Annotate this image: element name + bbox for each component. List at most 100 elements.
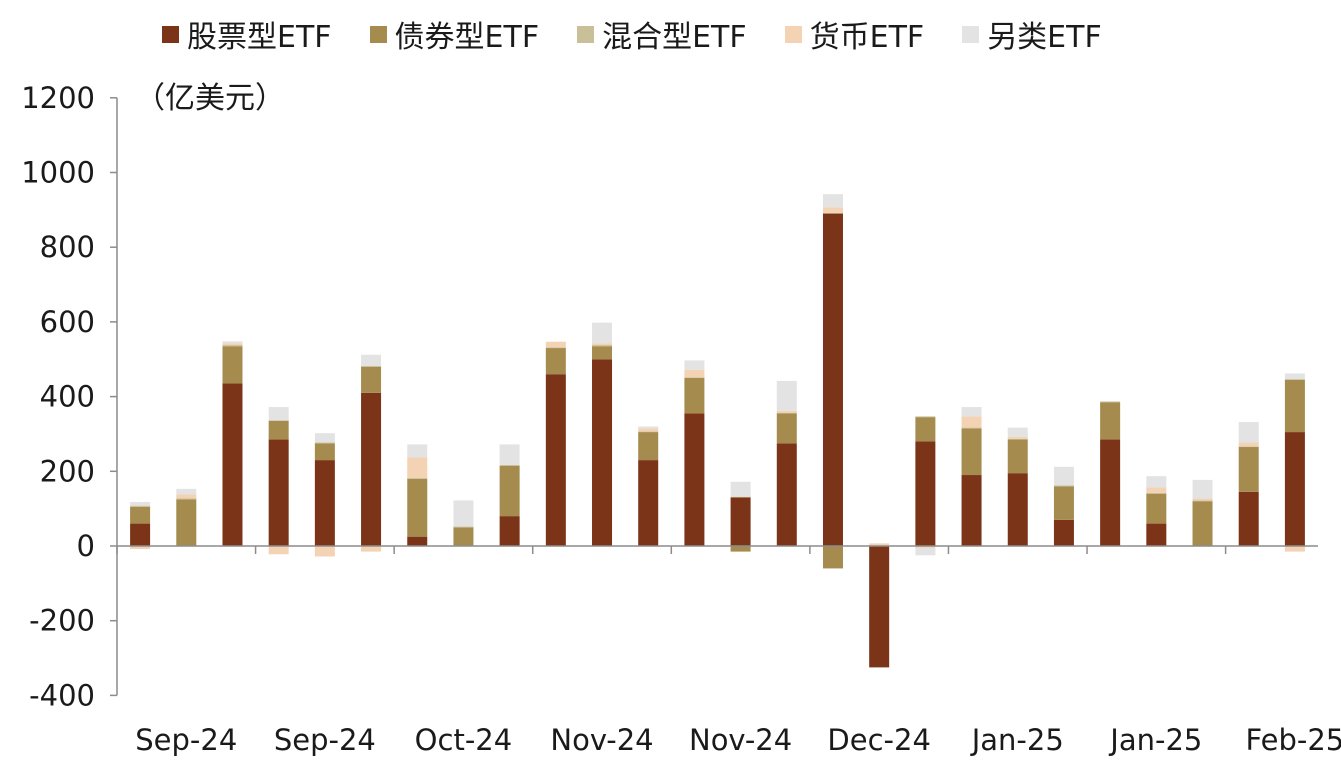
legend-label-mixed: 混合型ETF — [602, 20, 747, 55]
bar-segment-s0-p25 — [1284, 432, 1305, 546]
x-tick-label-5: Dec-24 — [827, 723, 930, 757]
y-tick-label-6: 800 — [40, 230, 95, 264]
bar-segment-s4-p12 — [684, 360, 705, 370]
bar-segment-s3-p17 — [915, 546, 936, 548]
bar-segment-s1-p23 — [1192, 501, 1213, 546]
bar-segment-s0-p19 — [1007, 473, 1028, 546]
bar-segment-s0-p6 — [407, 536, 428, 546]
x-tick-label-1: Sep-24 — [274, 723, 376, 757]
bar-segment-s1-p25 — [1284, 379, 1305, 433]
x-tick-label-4: Nov-24 — [689, 723, 792, 757]
unit-label: （亿美元） — [135, 81, 285, 116]
bar-segment-s1-p7 — [453, 527, 474, 547]
bar-segment-s0-p4 — [314, 460, 335, 547]
bar-segment-s4-p18 — [961, 407, 982, 417]
bar-segment-s1-p20 — [1053, 486, 1074, 520]
bar-segment-s3-p9 — [545, 341, 566, 348]
bar-segment-s2-p22 — [1146, 492, 1167, 494]
bar-segment-s3-p1 — [176, 494, 197, 499]
bar-segment-s1-p21 — [1100, 402, 1121, 440]
legend-swatch-equity — [162, 25, 179, 43]
bar-segment-s2-p1 — [176, 498, 197, 500]
bar-segment-s3-p12 — [684, 369, 705, 378]
y-tick-label-7: 1000 — [21, 156, 95, 190]
bar-segment-s2-p11 — [638, 431, 659, 433]
bar-segment-s2-p2 — [222, 345, 243, 347]
y-tick-label-2: 0 — [77, 529, 95, 563]
y-tick-label-8: 1200 — [21, 81, 95, 115]
bar-segment-s0-p20 — [1053, 519, 1074, 546]
bar-segment-s3-p15 — [822, 207, 843, 213]
bar-segment-s4-p2 — [222, 341, 243, 344]
bar-segment-s1-p10 — [592, 346, 613, 360]
bar-segment-s0-p16 — [869, 546, 890, 668]
bar-segment-s1-p15 — [822, 546, 843, 569]
bar-segment-s0-p10 — [592, 359, 613, 546]
bar-segment-s1-p6 — [407, 478, 428, 537]
bar-segment-s3-p18 — [961, 416, 982, 428]
bar-segment-s4-p7 — [453, 500, 474, 527]
legend-swatch-mixed — [577, 25, 595, 43]
bars-layer — [130, 194, 1305, 668]
legend-item-bond: 债券型ETF — [369, 12, 540, 56]
bar-segment-s2-p10 — [592, 345, 613, 347]
bar-segment-s4-p24 — [1238, 422, 1259, 443]
bar-segment-s0-p21 — [1100, 439, 1121, 546]
bar-segment-s4-p10 — [592, 322, 613, 344]
legend-swatch-alternative — [962, 25, 980, 43]
bar-segment-s0-p17 — [915, 441, 936, 546]
bar-segment-s3-p22 — [1146, 487, 1167, 493]
y-tick-label-3: 200 — [40, 454, 95, 488]
bar-segment-s3-p14 — [776, 410, 797, 413]
legend-item-money: 货币ETF — [784, 12, 924, 56]
x-tick-label-6: Jan-25 — [970, 723, 1064, 757]
bar-segment-s4-p4 — [314, 433, 335, 443]
legend: 股票型ETF 债券型ETF 混合型ETF 货币ETF 另类ETF — [162, 12, 1140, 56]
bar-segment-s0-p0 — [130, 523, 151, 546]
bar-segment-s4-p13 — [730, 481, 751, 497]
bar-segment-s0-p22 — [1146, 523, 1167, 546]
bar-segment-s2-p21 — [1100, 401, 1121, 403]
bar-segment-s2-p15 — [822, 212, 843, 214]
bar-segment-s3-p19 — [1007, 436, 1028, 439]
bar-segment-s2-p12 — [684, 377, 705, 378]
bar-segment-s1-p14 — [776, 413, 797, 444]
bar-segment-s2-p25 — [1284, 379, 1305, 380]
bar-segment-s1-p2 — [222, 346, 243, 384]
legend-item-equity: 股票型ETF — [162, 12, 332, 56]
legend-label-alternative: 另类ETF — [987, 20, 1102, 55]
legend-swatch-money — [784, 25, 802, 43]
bar-segment-s2-p14 — [776, 412, 797, 414]
bar-segment-s1-p11 — [638, 432, 659, 461]
x-tick-label-7: Jan-25 — [1108, 723, 1202, 757]
bar-segment-s4-p17 — [915, 547, 936, 556]
bar-segment-s3-p4 — [314, 546, 335, 557]
bar-segment-s0-p9 — [545, 374, 566, 546]
legend-item-mixed: 混合型ETF — [577, 12, 747, 56]
bar-segment-s0-p8 — [499, 516, 520, 546]
bar-segment-s0-p2 — [222, 383, 243, 546]
bar-segment-s1-p5 — [361, 366, 382, 393]
bar-segment-s1-p13 — [730, 546, 751, 552]
bar-segment-s3-p10 — [592, 343, 613, 346]
y-tick-label-5: 600 — [40, 305, 95, 339]
legend-label-bond: 债券型ETF — [394, 20, 540, 55]
bar-segment-s2-p20 — [1053, 485, 1074, 487]
bar-segment-s4-p23 — [1192, 479, 1213, 499]
bar-segment-s1-p3 — [268, 420, 289, 440]
bar-segment-s4-p14 — [776, 380, 797, 411]
bar-segment-s3-p11 — [638, 428, 659, 432]
bar-segment-s2-p23 — [1192, 500, 1213, 502]
bar-segment-s3-p23 — [1192, 498, 1213, 501]
bar-segment-s2-p0 — [130, 505, 151, 507]
bar-segment-s4-p8 — [499, 444, 520, 465]
bar-segment-s0-p14 — [776, 443, 797, 546]
bar-segment-s0-p12 — [684, 413, 705, 546]
y-tick-label-1: -200 — [29, 604, 95, 638]
bar-segment-s3-p5 — [361, 546, 382, 552]
axes-layer: -400 -200 0 200 400 600 800 1000 1200 Sep-24 Sep-2… — [21, 81, 1341, 757]
bar-segment-s2-p13 — [730, 496, 751, 498]
x-tick-label-8: Feb-25 — [1246, 723, 1341, 757]
legend-item-alternative: 另类ETF — [962, 12, 1102, 56]
